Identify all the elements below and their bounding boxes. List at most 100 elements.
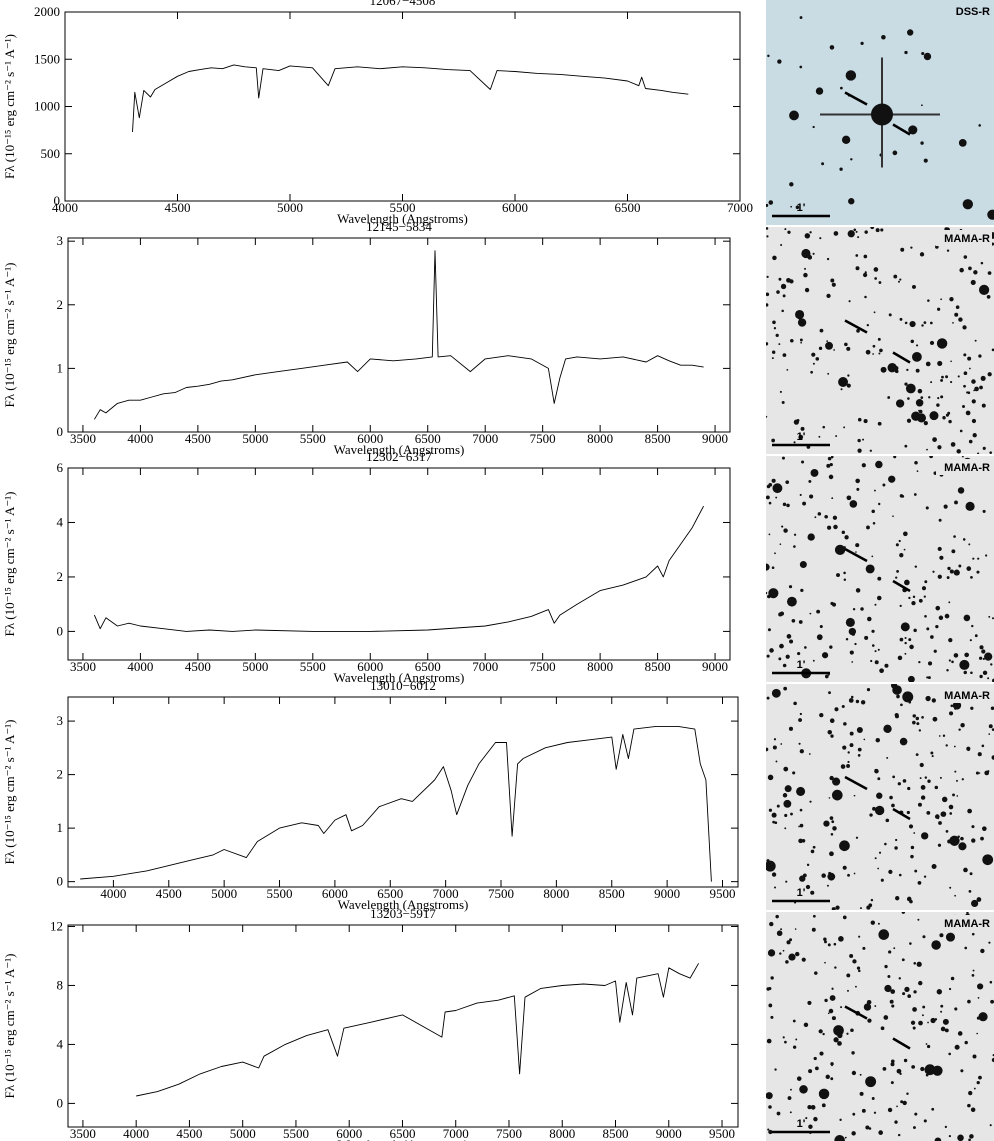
star bbox=[857, 754, 861, 757]
star bbox=[819, 1051, 824, 1056]
star bbox=[855, 266, 860, 271]
star bbox=[980, 375, 986, 381]
star bbox=[935, 245, 939, 249]
x-axis-label: Wavelength (Angstroms) bbox=[338, 1137, 469, 1141]
star bbox=[977, 452, 980, 454]
star bbox=[937, 574, 942, 579]
star bbox=[781, 309, 784, 313]
star bbox=[857, 417, 862, 422]
star bbox=[889, 795, 893, 800]
star bbox=[925, 1073, 929, 1077]
star bbox=[921, 716, 924, 719]
star bbox=[914, 1112, 918, 1116]
star bbox=[790, 205, 793, 208]
marker bbox=[844, 91, 868, 106]
star bbox=[833, 1025, 844, 1036]
finder-image: MAMA-R 1' bbox=[766, 227, 994, 454]
star bbox=[882, 483, 886, 487]
star bbox=[945, 375, 949, 379]
star bbox=[835, 435, 838, 438]
star bbox=[833, 942, 837, 946]
survey-label: MAMA-R bbox=[944, 918, 990, 930]
y-tick-label: 2000 bbox=[34, 4, 60, 19]
star bbox=[876, 595, 882, 601]
star bbox=[808, 1124, 813, 1129]
star bbox=[962, 325, 967, 330]
star bbox=[836, 573, 840, 578]
star bbox=[906, 810, 910, 815]
star bbox=[812, 845, 816, 849]
star bbox=[986, 295, 991, 299]
star bbox=[899, 604, 902, 607]
star bbox=[829, 775, 834, 781]
star bbox=[887, 1107, 893, 1113]
star bbox=[893, 947, 896, 950]
star bbox=[903, 548, 906, 551]
y-axis-label: Fλ (10⁻¹⁵ erg cm⁻² s⁻¹ A⁻¹) bbox=[2, 492, 17, 637]
star bbox=[959, 267, 964, 273]
x-axis-label: Wavelength (Angstroms) bbox=[338, 897, 469, 912]
star bbox=[931, 1107, 935, 1111]
star bbox=[807, 533, 815, 541]
x-tick-label: 7000 bbox=[433, 886, 459, 901]
star bbox=[827, 729, 833, 735]
star bbox=[894, 712, 899, 718]
x-tick-label: 3500 bbox=[70, 1126, 96, 1141]
star bbox=[776, 930, 783, 937]
star bbox=[952, 793, 955, 797]
star bbox=[866, 905, 871, 910]
star bbox=[780, 928, 783, 931]
star bbox=[860, 607, 864, 611]
plot-frame bbox=[64, 11, 741, 202]
marker bbox=[892, 807, 911, 821]
star bbox=[856, 966, 861, 970]
marker bbox=[892, 351, 911, 364]
star bbox=[821, 652, 829, 659]
star bbox=[907, 675, 915, 682]
star bbox=[821, 162, 825, 166]
star bbox=[865, 564, 875, 574]
star bbox=[778, 277, 782, 281]
star bbox=[794, 928, 797, 930]
y-tick-label: 500 bbox=[41, 146, 61, 161]
star bbox=[991, 1057, 994, 1063]
star bbox=[810, 468, 819, 477]
star bbox=[771, 357, 774, 360]
star bbox=[949, 569, 954, 574]
star bbox=[926, 627, 930, 631]
star bbox=[853, 872, 856, 875]
y-axis-label: Fλ (10⁻¹⁵ erg cm⁻² s⁻¹ A⁻¹) bbox=[2, 954, 17, 1099]
star bbox=[843, 722, 847, 726]
star bbox=[899, 637, 904, 642]
star bbox=[779, 952, 782, 955]
star bbox=[849, 500, 858, 508]
star bbox=[851, 1070, 857, 1076]
star bbox=[967, 391, 971, 395]
star bbox=[920, 141, 924, 145]
star bbox=[909, 320, 916, 328]
star bbox=[776, 1111, 781, 1116]
star bbox=[947, 411, 951, 415]
star bbox=[913, 962, 917, 965]
star bbox=[970, 1107, 976, 1112]
star bbox=[930, 635, 934, 639]
star bbox=[913, 990, 917, 994]
star bbox=[804, 267, 806, 270]
star bbox=[896, 1105, 898, 1108]
star bbox=[880, 1026, 885, 1031]
star bbox=[834, 707, 839, 712]
star bbox=[906, 418, 912, 423]
star bbox=[883, 1015, 889, 1020]
star bbox=[939, 555, 944, 560]
star bbox=[861, 1108, 866, 1113]
star bbox=[850, 1028, 854, 1033]
star bbox=[862, 946, 866, 950]
star bbox=[877, 576, 882, 581]
star bbox=[860, 700, 866, 705]
star bbox=[933, 649, 937, 653]
star bbox=[865, 349, 871, 355]
star bbox=[949, 812, 953, 815]
star bbox=[831, 282, 836, 287]
star bbox=[784, 1040, 787, 1044]
star bbox=[846, 383, 851, 388]
